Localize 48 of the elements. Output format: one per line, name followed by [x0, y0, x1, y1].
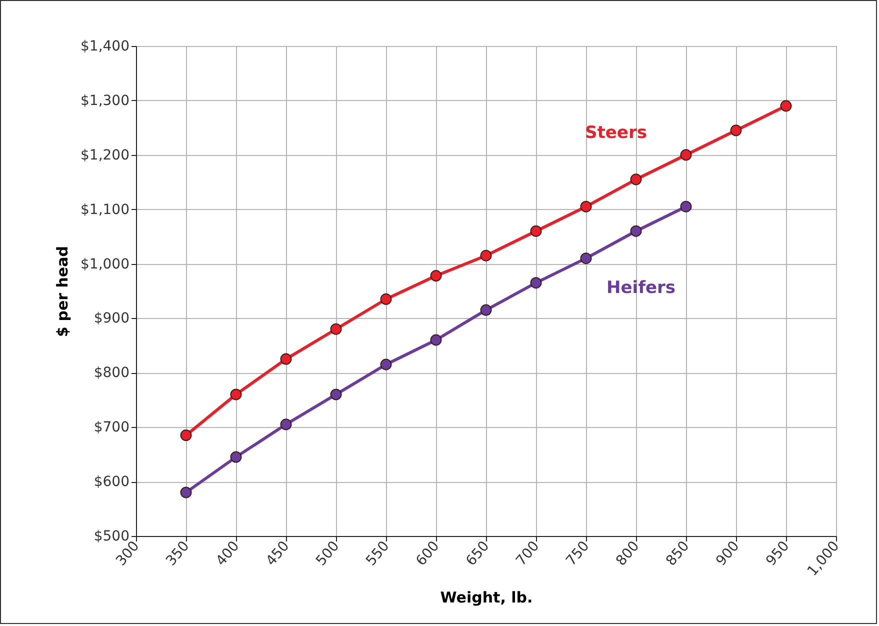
- x-tick-label: 400: [213, 538, 243, 570]
- point: [630, 225, 642, 237]
- point: [280, 418, 292, 430]
- point: [680, 200, 692, 212]
- x-tick-label: 800: [613, 538, 643, 570]
- point: [680, 149, 692, 161]
- point: [530, 225, 542, 237]
- x-tick-label: 650: [463, 538, 493, 570]
- y-tick-label: $1,200: [80, 147, 130, 164]
- point: [580, 200, 592, 212]
- y-tick-label: $600: [94, 474, 130, 490]
- point: [630, 174, 642, 186]
- y-axis-title: $ per head: [54, 246, 72, 337]
- point: [230, 388, 242, 400]
- point: [330, 323, 342, 335]
- x-axis-title: Weight, lb.: [440, 588, 533, 607]
- y-tick-label: $1,300: [80, 92, 130, 109]
- point: [730, 124, 742, 136]
- point: [780, 100, 792, 112]
- x-tick-label: 600: [413, 538, 443, 570]
- point: [430, 270, 442, 282]
- x-tick-label: 750: [563, 538, 593, 570]
- x-tick-label: 900: [713, 538, 743, 570]
- point: [180, 486, 192, 498]
- point: [580, 252, 592, 264]
- y-tick-label: $500: [94, 528, 130, 544]
- point: [280, 353, 292, 365]
- y-tick-label: $1,100: [80, 202, 130, 218]
- y-tick-label: $800: [94, 365, 130, 382]
- y-tick-label: $1,400: [80, 38, 130, 54]
- x-tick-label: 700: [513, 538, 543, 570]
- point: [380, 293, 392, 305]
- series-label: Heifers: [606, 278, 676, 298]
- y-tick-label: $1,000: [80, 256, 130, 272]
- point: [380, 358, 392, 370]
- x-tick-label: 950: [763, 538, 793, 570]
- point: [530, 277, 542, 289]
- point: [430, 334, 442, 346]
- point: [330, 388, 342, 400]
- point: [180, 430, 192, 442]
- series-label: Steers: [585, 123, 647, 143]
- y-tick-label: $900: [94, 310, 130, 327]
- point: [480, 304, 492, 316]
- x-tick-label: 850: [663, 538, 693, 570]
- point: [230, 451, 242, 463]
- point: [480, 250, 492, 262]
- y-tick-label: $700: [94, 420, 130, 436]
- x-tick-label: 450: [263, 538, 293, 570]
